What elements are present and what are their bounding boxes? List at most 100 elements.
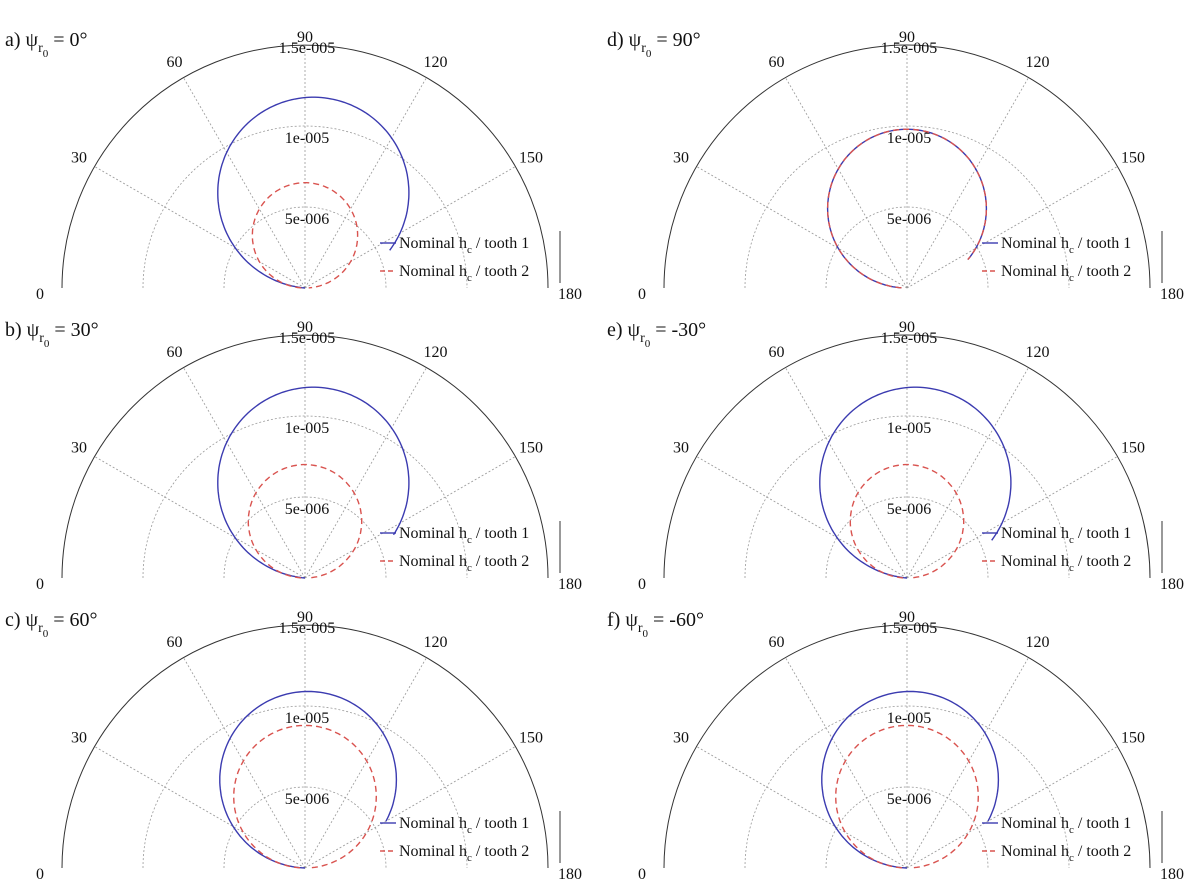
angular-gridline bbox=[94, 746, 306, 869]
theta-tick-label: 60 bbox=[167, 344, 183, 361]
angular-gridline bbox=[183, 367, 306, 579]
series-line-2 bbox=[834, 724, 980, 869]
angular-gridline bbox=[906, 367, 1029, 579]
legend-label: Nominal hc / tooth 1 bbox=[1001, 235, 1131, 256]
theta-tick-label: 180 bbox=[558, 866, 582, 881]
angular-gridline bbox=[304, 367, 427, 579]
series-line-2 bbox=[251, 181, 359, 289]
r-tick-label: 1e-005 bbox=[887, 130, 931, 147]
r-tick-label: 1.5e-005 bbox=[881, 40, 937, 57]
series-line-2 bbox=[232, 724, 378, 869]
radial-gridline bbox=[744, 705, 1070, 869]
radial-gridline bbox=[142, 705, 468, 869]
legend-label: Nominal hc / tooth 1 bbox=[1001, 525, 1131, 546]
legend-label: Nominal hc / tooth 2 bbox=[1001, 553, 1131, 574]
polar-panel: 0 30 60 90 120 150 180 5e-006 1e-005 1.5e-005 e) ψ… bbox=[607, 319, 1184, 593]
polar-panel: 0 30 60 90 120 150 180 5e-006 1e-005 1.5e-005 b) ψ… bbox=[5, 319, 582, 593]
radial-gridline bbox=[825, 496, 989, 579]
radial-gridline bbox=[223, 496, 387, 579]
theta-tick-label: 120 bbox=[424, 634, 448, 651]
theta-tick-label: 150 bbox=[519, 730, 543, 747]
legend: Nominal hc / tooth 1 Nominal hc / tooth 2 bbox=[982, 231, 1163, 284]
radial-gridline bbox=[142, 125, 468, 289]
theta-tick-label: 150 bbox=[519, 150, 543, 167]
theta-tick-label: 30 bbox=[71, 730, 87, 747]
legend-label: Nominal hc / tooth 2 bbox=[399, 843, 529, 864]
radial-gridline bbox=[825, 786, 989, 869]
r-tick-label: 5e-006 bbox=[887, 791, 931, 808]
series-line-1 bbox=[219, 690, 398, 869]
theta-tick-label: 120 bbox=[1026, 344, 1050, 361]
panel-label: a) ψr0 = 0° bbox=[5, 29, 88, 60]
theta-tick-label: 150 bbox=[519, 440, 543, 457]
polar-panel: 0 30 60 90 120 150 180 5e-006 1e-005 1.5e-005 a) ψ… bbox=[5, 29, 582, 303]
outer-arc bbox=[61, 334, 549, 579]
angular-gridline bbox=[304, 456, 516, 579]
theta-tick-label: 60 bbox=[769, 54, 785, 71]
theta-tick-label: 150 bbox=[1121, 150, 1145, 167]
theta-tick-label: 0 bbox=[638, 866, 646, 881]
angular-gridline bbox=[785, 77, 908, 289]
legend-label: Nominal hc / tooth 2 bbox=[399, 263, 529, 284]
series-line-2 bbox=[849, 463, 965, 579]
legend: Nominal hc / tooth 1 Nominal hc / tooth 2 bbox=[982, 521, 1163, 574]
r-tick-label: 1e-005 bbox=[887, 420, 931, 437]
angular-gridline bbox=[696, 166, 908, 289]
r-tick-label: 1e-005 bbox=[285, 420, 329, 437]
series-line-1 bbox=[217, 386, 410, 579]
angular-gridline bbox=[304, 657, 427, 869]
theta-tick-label: 120 bbox=[1026, 634, 1050, 651]
r-tick-label: 1.5e-005 bbox=[279, 330, 335, 347]
outer-arc bbox=[663, 624, 1151, 869]
angular-gridline bbox=[906, 77, 1029, 289]
polar-panel: 0 30 60 90 120 150 180 5e-006 1e-005 1.5e-005 f) ψ… bbox=[607, 609, 1184, 881]
theta-tick-label: 180 bbox=[1160, 286, 1184, 303]
panel-label: d) ψr0 = 90° bbox=[607, 29, 701, 60]
legend-label: Nominal hc / tooth 2 bbox=[399, 553, 529, 574]
angular-gridline bbox=[785, 367, 908, 579]
legend: Nominal hc / tooth 1 Nominal hc / tooth 2 bbox=[380, 231, 561, 284]
r-tick-label: 1.5e-005 bbox=[279, 620, 335, 637]
series-line-2 bbox=[826, 128, 988, 289]
theta-tick-label: 0 bbox=[36, 866, 44, 881]
theta-tick-label: 180 bbox=[1160, 866, 1184, 881]
theta-tick-label: 180 bbox=[1160, 576, 1184, 593]
panel-label: e) ψr0 = -30° bbox=[607, 319, 706, 350]
r-tick-label: 1e-005 bbox=[285, 710, 329, 727]
r-tick-label: 5e-006 bbox=[285, 501, 329, 518]
r-tick-label: 5e-006 bbox=[285, 791, 329, 808]
angular-gridline bbox=[304, 746, 516, 869]
theta-tick-label: 90 bbox=[899, 319, 915, 336]
theta-tick-label: 90 bbox=[297, 609, 313, 626]
theta-tick-label: 90 bbox=[899, 609, 915, 626]
series-line-1 bbox=[819, 386, 1012, 579]
outer-arc bbox=[61, 624, 549, 869]
theta-tick-label: 90 bbox=[297, 29, 313, 46]
panel-label: b) ψr0 = 30° bbox=[5, 319, 99, 350]
polar-panel: 0 30 60 90 120 150 180 5e-006 1e-005 1.5e-005 c) ψ… bbox=[5, 609, 582, 881]
angular-gridline bbox=[785, 657, 908, 869]
angular-gridline bbox=[906, 166, 1118, 289]
angular-gridline bbox=[183, 657, 306, 869]
theta-tick-label: 180 bbox=[558, 576, 582, 593]
r-tick-label: 1.5e-005 bbox=[279, 40, 335, 57]
theta-tick-label: 60 bbox=[167, 54, 183, 71]
theta-tick-label: 30 bbox=[673, 730, 689, 747]
r-tick-label: 1e-005 bbox=[887, 710, 931, 727]
outer-arc bbox=[663, 44, 1151, 289]
angular-gridline bbox=[696, 456, 908, 579]
angular-gridline bbox=[696, 746, 908, 869]
theta-tick-label: 150 bbox=[1121, 730, 1145, 747]
theta-tick-label: 90 bbox=[297, 319, 313, 336]
series-line-1 bbox=[821, 690, 1000, 869]
legend: Nominal hc / tooth 1 Nominal hc / tooth 2 bbox=[982, 811, 1163, 864]
panel-label: f) ψr0 = -60° bbox=[607, 609, 704, 640]
r-tick-label: 1.5e-005 bbox=[881, 330, 937, 347]
theta-tick-label: 0 bbox=[638, 286, 646, 303]
theta-tick-label: 120 bbox=[424, 54, 448, 71]
outer-arc bbox=[61, 44, 549, 289]
theta-tick-label: 180 bbox=[558, 286, 582, 303]
angular-gridline bbox=[304, 166, 516, 289]
legend-label: Nominal hc / tooth 2 bbox=[1001, 843, 1131, 864]
